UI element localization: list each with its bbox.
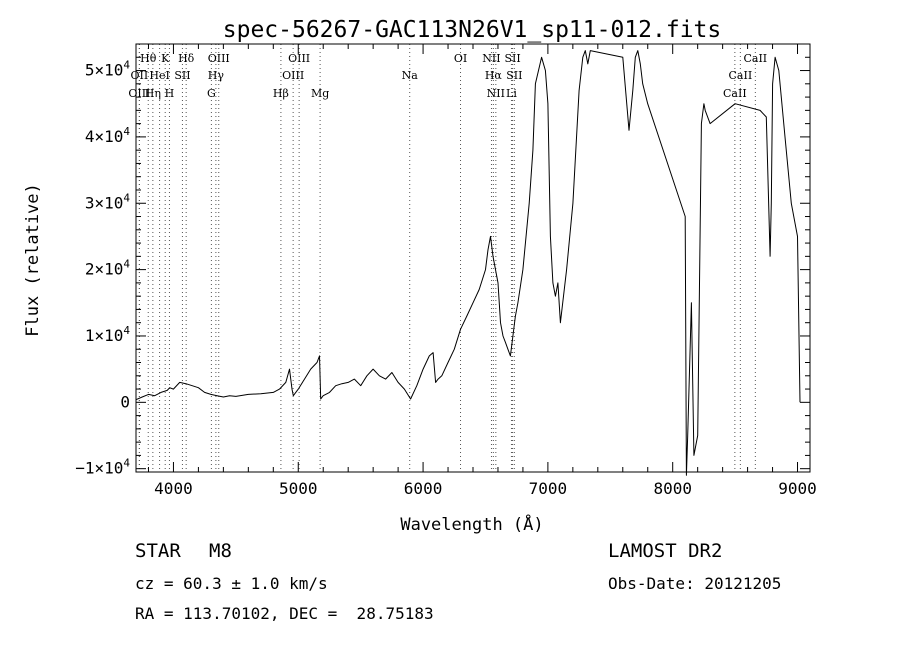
y-tick-exponent: 4 xyxy=(123,258,130,271)
y-tick-label: 3×104 xyxy=(85,191,131,212)
x-tick-label: 4000 xyxy=(154,479,193,498)
x-tick-label: 6000 xyxy=(404,479,443,498)
y-tick-exponent: 4 xyxy=(123,457,130,470)
line-label: CaII xyxy=(743,52,767,65)
spectrum-line xyxy=(135,50,801,476)
redshift-cz: cz = 60.3 ± 1.0 km/s xyxy=(135,574,328,593)
object-subclass: M8 xyxy=(209,540,232,562)
line-label: K xyxy=(161,52,170,65)
line-label: OIII xyxy=(208,52,230,65)
y-tick-mantissa: 0 xyxy=(120,392,130,411)
line-label: SII xyxy=(174,69,190,82)
ra-dec-coordinates: RA = 113.70102, DEC = 28.75183 xyxy=(135,604,434,623)
spectral-line-markers xyxy=(138,44,756,472)
y-axis-label: Flux (relative) xyxy=(23,183,43,337)
y-tick-mantissa: 5×10 xyxy=(85,61,124,80)
y-tick-label: 2×104 xyxy=(85,258,131,279)
y-tick-label: 4×104 xyxy=(85,125,131,146)
line-label: Hδ xyxy=(178,52,195,65)
observation-date: Obs-Date: 20121205 xyxy=(608,574,782,593)
line-label: Hα xyxy=(485,69,503,82)
line-label: OI xyxy=(454,52,467,65)
line-label: Hγ xyxy=(208,69,225,82)
plot-frame xyxy=(135,43,811,473)
y-tick-label: 5×104 xyxy=(85,59,131,80)
x-tick-label: 7000 xyxy=(529,479,568,498)
line-label: OII xyxy=(131,69,149,82)
y-tick-mantissa: 1×10 xyxy=(85,326,124,345)
spectrum-chart: spec-56267-GAC113N26V1_sp11-012.fits Wav… xyxy=(23,17,817,535)
line-label: Mg xyxy=(311,87,329,100)
x-tick-label: 8000 xyxy=(653,479,692,498)
y-tick-label: 1×104 xyxy=(85,324,131,345)
line-label: G xyxy=(207,87,216,100)
line-label: Li xyxy=(506,87,517,100)
y-tick-exponent: 4 xyxy=(123,125,130,138)
line-label: CaII xyxy=(723,87,747,100)
line-label: H xyxy=(165,87,175,100)
y-tick-mantissa: −1×10 xyxy=(75,459,123,478)
x-axis-label: Wavelength (Å) xyxy=(400,513,543,535)
y-tick-mantissa: 3×10 xyxy=(85,193,124,212)
y-tick-mantissa: 4×10 xyxy=(85,127,124,146)
y-tick-exponent: 4 xyxy=(123,59,130,72)
data-release: LAMOST DR2 xyxy=(608,540,723,562)
line-label: Na xyxy=(402,69,419,82)
x-tick-label: 5000 xyxy=(279,479,318,498)
y-tick-exponent: 4 xyxy=(123,191,130,204)
line-label: CaII xyxy=(729,69,753,82)
line-label: NII xyxy=(487,87,505,100)
line-label: SII xyxy=(506,69,522,82)
spectrum-layer xyxy=(135,50,801,476)
chart-title: spec-56267-GAC113N26V1_sp11-012.fits xyxy=(223,17,722,43)
axis-tick-labels: 4000 5000 6000 7000 8000 9000−1×10401×1042×10… xyxy=(75,59,817,498)
line-label: NII xyxy=(482,52,500,65)
line-label: Hη xyxy=(145,87,161,100)
line-label: Hθ xyxy=(140,52,157,65)
y-tick-mantissa: 2×10 xyxy=(85,260,124,279)
line-label: OIII xyxy=(288,52,310,65)
line-label: OIII xyxy=(128,87,150,100)
y-tick-exponent: 4 xyxy=(123,324,130,337)
line-label: Hβ xyxy=(273,87,289,100)
x-tick-label: 9000 xyxy=(778,479,817,498)
y-tick-label: 0 xyxy=(120,392,130,411)
line-label: OIII xyxy=(282,69,304,82)
line-label: HeI xyxy=(149,69,169,82)
object-type: STAR xyxy=(135,540,181,562)
axis-ticks xyxy=(136,43,810,472)
y-tick-label: −1×104 xyxy=(75,457,130,478)
line-label: SII xyxy=(504,52,520,65)
